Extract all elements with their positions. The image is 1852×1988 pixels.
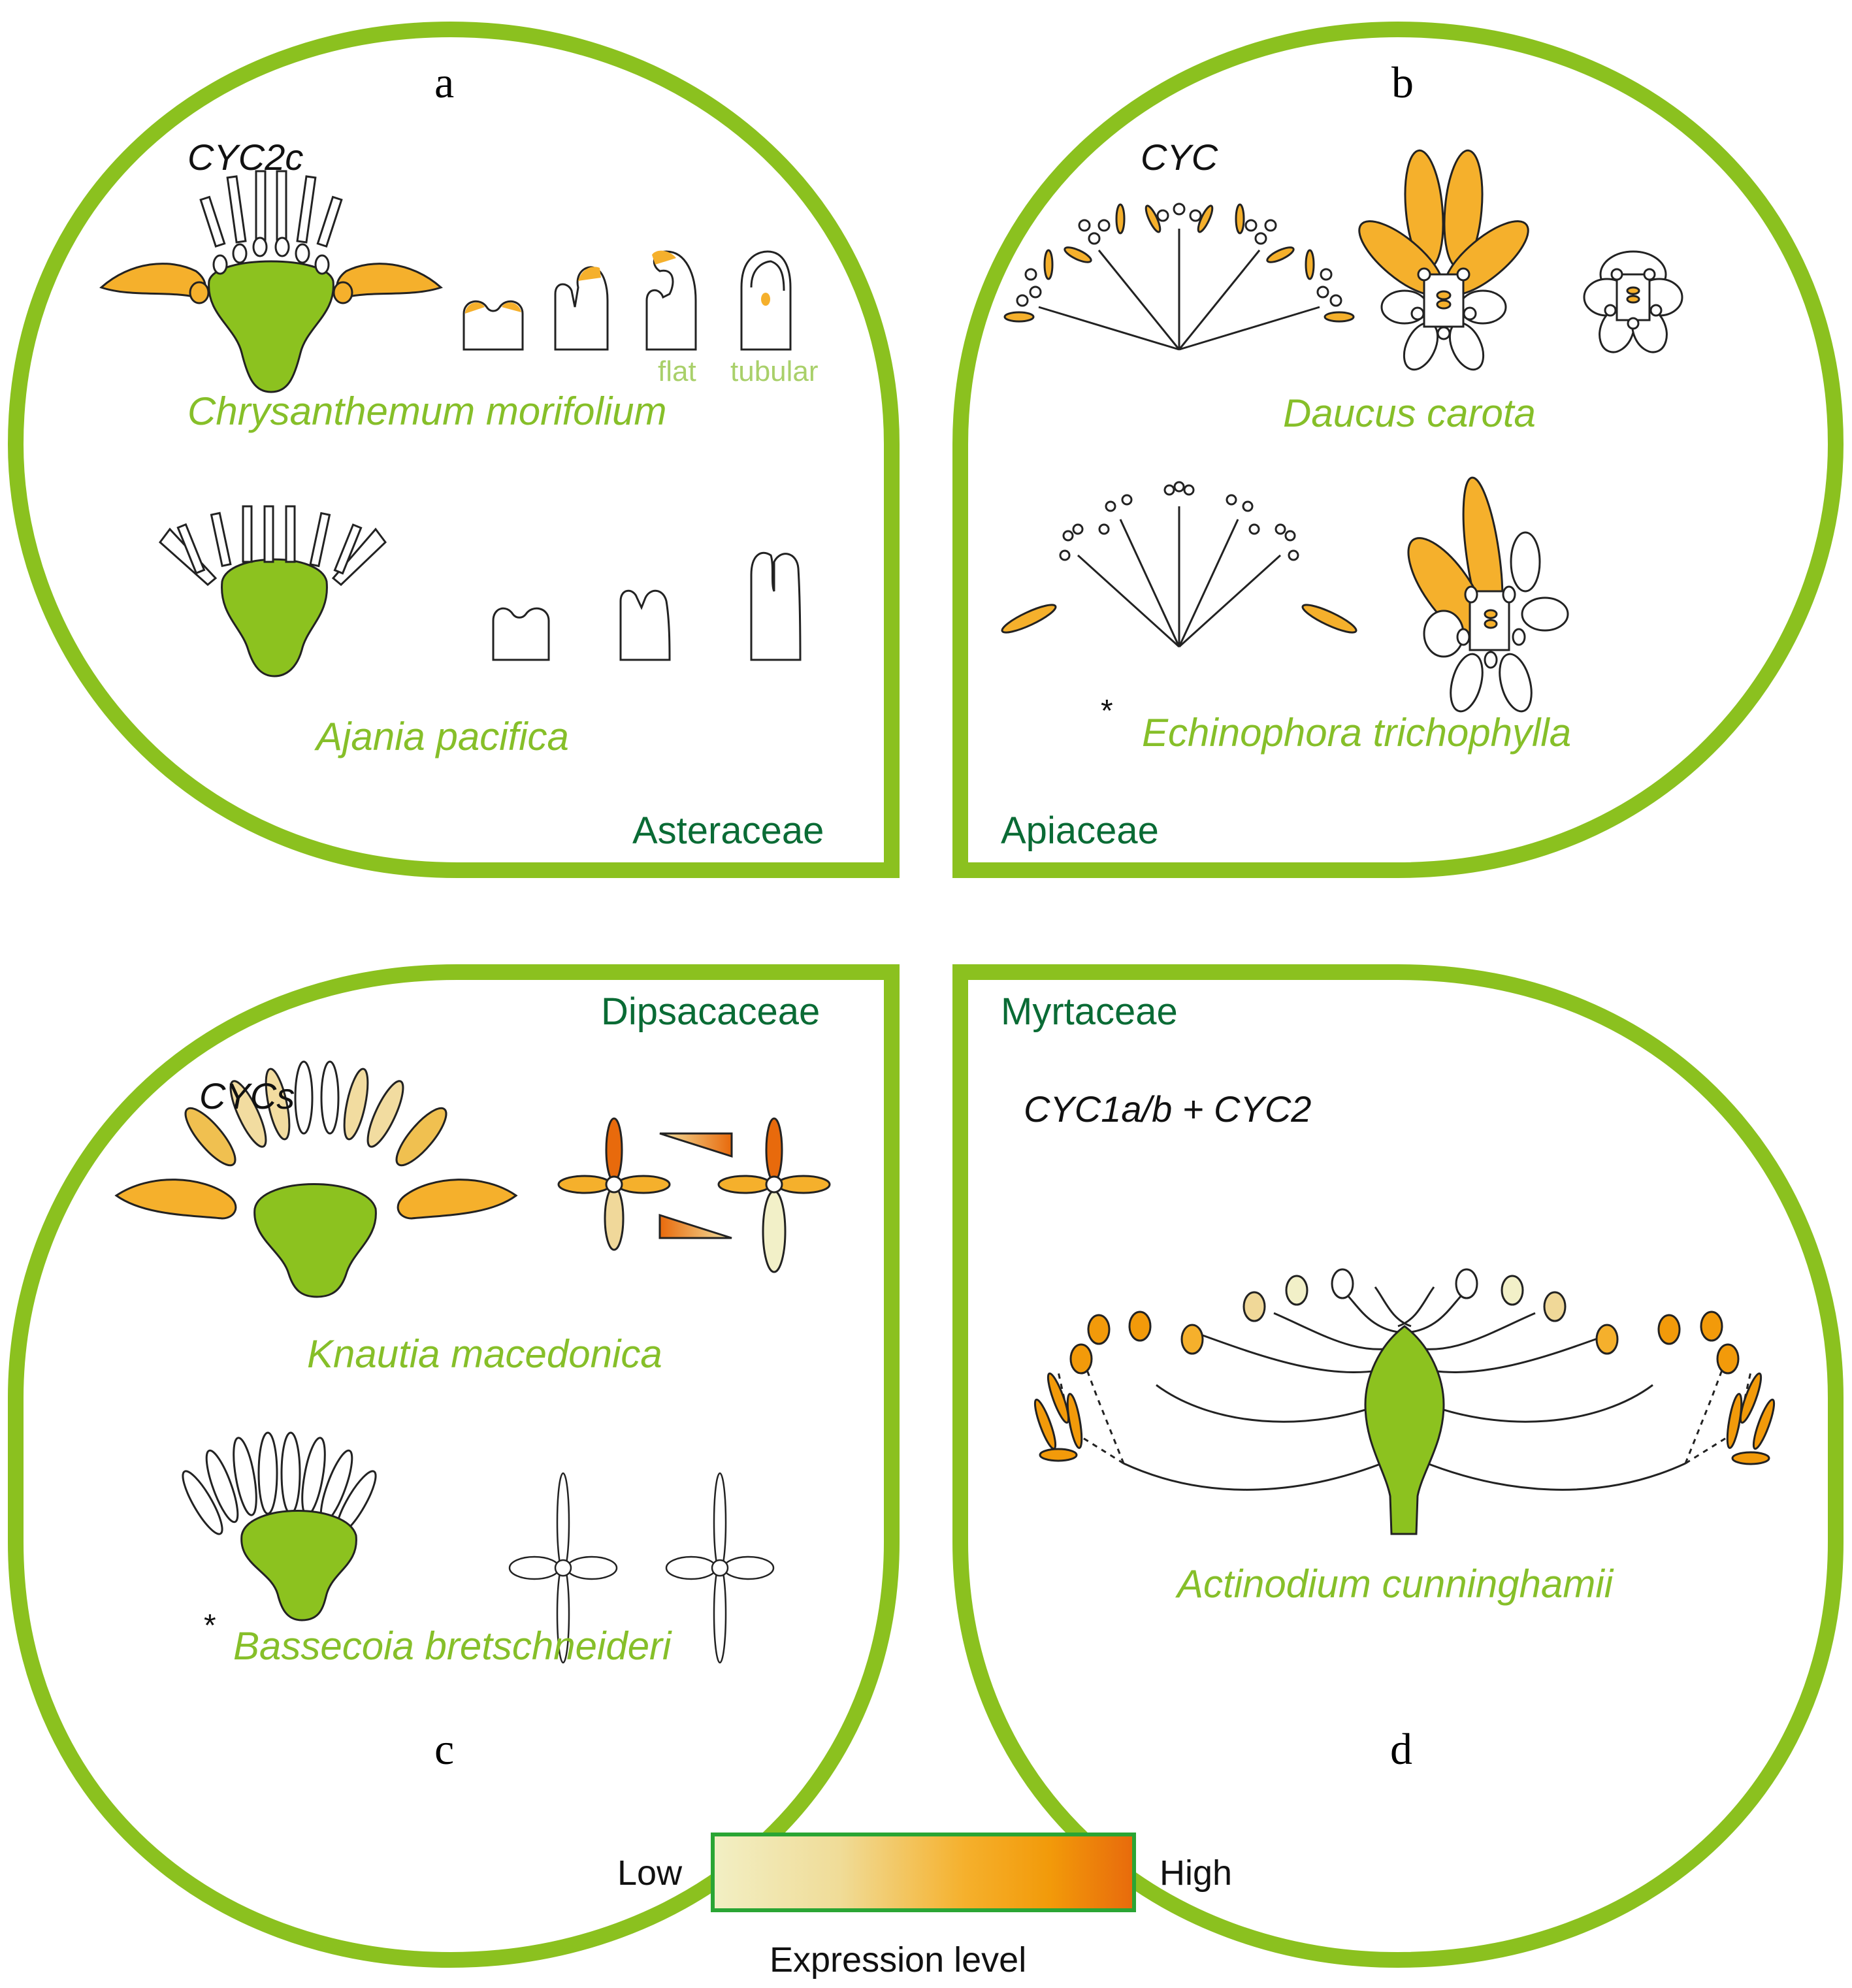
bassecoia-capitulum (182, 1431, 377, 1621)
family-label-dipsacaceae: Dipsacaceae (601, 990, 820, 1033)
species-name-daucus: Daucus carota (1283, 391, 1536, 435)
actinodium-receptacle (1364, 1325, 1445, 1535)
panel-label-b: b (1391, 57, 1414, 107)
panel-label-c: c (434, 1724, 455, 1774)
legend-high-label: High (1160, 1853, 1233, 1893)
gene-label-d: CYC1a/b + CYC2 (1024, 1088, 1312, 1130)
panel-label-d: d (1390, 1724, 1412, 1774)
family-label-apiaceae: Apiaceae (1001, 809, 1159, 852)
panel-label-a: a (434, 57, 455, 107)
gene-label-b: CYC (1141, 137, 1218, 178)
bassecoia-florets (508, 1472, 775, 1664)
legend-low-label: Low (617, 1853, 683, 1893)
species-name-chrysanthemum: Chrysanthemum morifolium (187, 389, 667, 433)
knautia-capitulum (114, 1060, 518, 1298)
echinophora-umbel (1001, 481, 1357, 648)
legend-gradient-bar (711, 1833, 1136, 1912)
chrysanthemum-capitulum (99, 170, 443, 393)
daucus-umbel (1003, 203, 1355, 351)
daucus-central-flower (1583, 250, 1683, 353)
species-name-bassecoia: Bassecoia bretschneideri (233, 1624, 672, 1668)
family-label-myrtaceae: Myrtaceae (1001, 990, 1178, 1033)
asterisk-echinophora: * (1101, 694, 1113, 728)
species-name-actinodium: Actinodium cunninghamii (1177, 1562, 1614, 1606)
ajania-floret-stages (492, 551, 802, 661)
gene-label-c: CYCs (199, 1075, 295, 1116)
species-name-echinophora: Echinophora trichophylla (1142, 711, 1572, 755)
stage-label-flat: flat (658, 355, 696, 387)
asterisk-bassecoia: * (204, 1608, 216, 1643)
legend-title: Expression level (770, 1940, 1027, 1980)
frame-b (952, 21, 1844, 878)
ajania-capitulum (158, 505, 387, 677)
gene-label-a: CYC2c (187, 137, 304, 178)
knautia-florets (557, 1117, 831, 1273)
daucus-marginal-flower (1358, 149, 1529, 371)
actinodium-stamens (1033, 1268, 1776, 1465)
echinophora-flower (1407, 476, 1569, 713)
frame-c (8, 964, 900, 1968)
species-name-ajania: Ajania pacifica (316, 715, 569, 758)
family-label-asteraceae: Asteraceae (632, 809, 824, 852)
species-name-knautia: Knautia macedonica (307, 1332, 662, 1376)
stage-label-tubular: tubular (730, 355, 819, 387)
chrysanthemum-floret-stages (463, 250, 792, 351)
frame-a (7, 21, 900, 878)
receptacle (208, 260, 334, 393)
